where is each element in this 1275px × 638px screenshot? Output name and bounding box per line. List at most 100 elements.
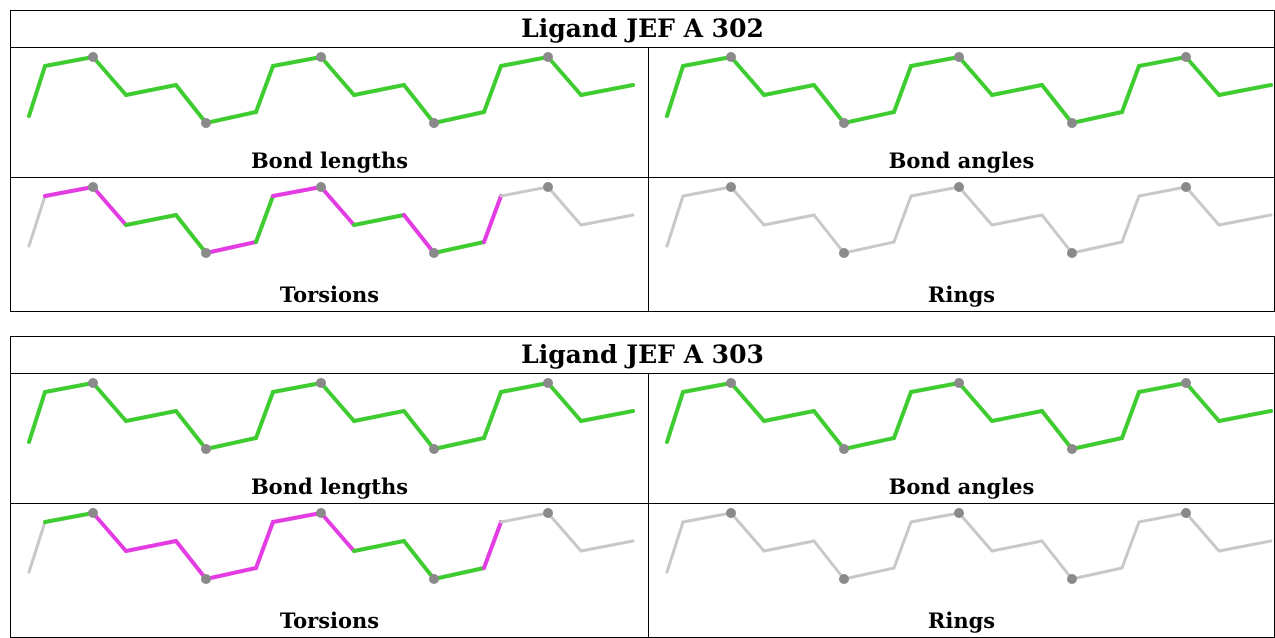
- bond-segment: [319, 55, 356, 97]
- atom-sphere: [839, 118, 849, 128]
- atom-sphere: [88, 52, 98, 62]
- bond-segment: [319, 381, 356, 423]
- atom-sphere: [316, 378, 326, 388]
- atom-sphere: [429, 444, 439, 454]
- atom-sphere: [543, 508, 553, 518]
- bond-segment: [729, 55, 766, 97]
- bond-lengths-cell: Bond lengths: [11, 374, 649, 504]
- cell-caption: Bond lengths: [250, 148, 409, 173]
- atom-sphere: [88, 378, 98, 388]
- bond-segment: [812, 83, 846, 125]
- bond-segment: [665, 64, 685, 118]
- cell-caption: Bond lengths: [250, 474, 409, 499]
- bond-segment: [254, 64, 275, 114]
- bond-segment: [91, 55, 128, 97]
- atom-sphere: [1181, 182, 1191, 192]
- bond-segment: [271, 511, 323, 524]
- bond-segment: [1040, 539, 1074, 581]
- bond-segment: [482, 64, 503, 114]
- bond-segment: [254, 520, 275, 570]
- bond-segment: [909, 55, 961, 68]
- bond-segment: [402, 213, 436, 255]
- atom-sphere: [1067, 118, 1077, 128]
- bond-segment: [1120, 520, 1141, 570]
- bond-segment: [842, 436, 896, 451]
- atom-sphere: [954, 378, 964, 388]
- bond-segment: [174, 213, 208, 255]
- bond-segment: [990, 213, 1044, 227]
- bond-segment: [1137, 185, 1188, 198]
- bond-segment: [1184, 185, 1221, 227]
- rings-cell: Rings: [649, 178, 1274, 311]
- bond-segment: [1070, 436, 1124, 451]
- bond-segment: [681, 185, 733, 198]
- bond-segment: [499, 55, 550, 68]
- torsions-cell: Torsions: [11, 504, 649, 637]
- molecule-diagram: [27, 52, 635, 128]
- atom-sphere: [954, 182, 964, 192]
- ligand-title: Ligand JEF A 302: [11, 11, 1274, 48]
- bond-segment: [254, 390, 275, 440]
- cell-caption: Rings: [927, 282, 996, 307]
- atom-sphere: [429, 118, 439, 128]
- rings-cell: Rings: [649, 504, 1274, 637]
- bond-segment: [762, 409, 816, 423]
- bond-segment: [892, 390, 913, 440]
- atom-sphere: [543, 182, 553, 192]
- bond-segment: [546, 55, 583, 97]
- bond-segment: [482, 520, 503, 570]
- atom-sphere: [1181, 52, 1191, 62]
- bond-segment: [1184, 55, 1221, 97]
- atom-sphere: [201, 444, 211, 454]
- atom-sphere: [543, 378, 553, 388]
- bond-segment: [27, 194, 47, 248]
- atom-sphere: [954, 52, 964, 62]
- atom-sphere: [201, 118, 211, 128]
- bond-segment: [204, 436, 258, 451]
- bond-segment: [402, 409, 436, 451]
- bond-segment: [1120, 194, 1141, 244]
- bond-segment: [124, 83, 178, 97]
- bond-segment: [91, 511, 128, 553]
- bond-segment: [319, 185, 356, 227]
- atom-sphere: [1067, 248, 1077, 258]
- bond-segment: [812, 409, 846, 451]
- atom-sphere: [316, 52, 326, 62]
- bond-segment: [432, 110, 486, 125]
- bond-segment: [43, 511, 95, 524]
- bond-segment: [482, 194, 503, 244]
- bond-segment: [1070, 110, 1124, 125]
- ligand-panel-302: Ligand JEF A 302 Bond lengths Bond angle…: [10, 10, 1275, 312]
- atom-sphere: [726, 378, 736, 388]
- bond-segment: [842, 110, 896, 125]
- bond-segment: [402, 539, 436, 581]
- bond-angles-cell: Bond angles: [649, 48, 1274, 178]
- bond-segment: [546, 511, 583, 553]
- bond-segment: [124, 409, 178, 423]
- bond-segment: [1070, 566, 1124, 581]
- bond-segment: [43, 381, 95, 394]
- bond-segment: [174, 539, 208, 581]
- bond-segment: [681, 511, 733, 524]
- bond-segment: [254, 194, 275, 244]
- atom-sphere: [954, 508, 964, 518]
- bond-segment: [352, 539, 406, 553]
- bond-segment: [812, 213, 846, 255]
- bond-segment: [27, 64, 47, 118]
- molecule-diagram: [665, 378, 1273, 454]
- bond-segment: [1120, 64, 1141, 114]
- bond-segment: [1070, 240, 1124, 255]
- bond-segment: [271, 381, 323, 394]
- bond-segment: [499, 511, 550, 524]
- bond-segment: [352, 213, 406, 227]
- bond-segment: [499, 185, 550, 198]
- atom-sphere: [543, 52, 553, 62]
- atom-sphere: [839, 248, 849, 258]
- bond-angles-cell: Bond angles: [649, 374, 1274, 504]
- bond-segment: [1184, 511, 1221, 553]
- bond-segment: [124, 539, 178, 553]
- bond-segment: [729, 381, 766, 423]
- bond-segment: [271, 55, 323, 68]
- bond-segment: [204, 110, 258, 125]
- ligand-panel-303: Ligand JEF A 303 Bond lengths Bond angle…: [10, 336, 1275, 638]
